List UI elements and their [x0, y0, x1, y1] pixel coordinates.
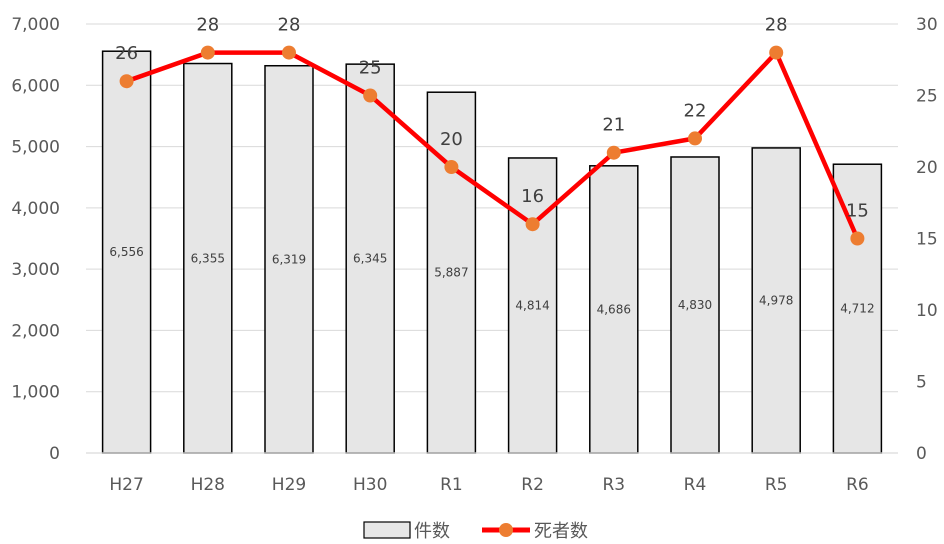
legend-line-label: 死者数 [534, 521, 588, 542]
x-axis: H27 H28 H29 H30 R1 R2 R3 R4 R5 R6 [109, 475, 868, 495]
line-marker [444, 160, 459, 174]
bar [589, 165, 639, 454]
left-tick-label: 6,000 [11, 76, 60, 96]
bar-value-label: 4,814 [515, 298, 549, 312]
x-tick-label: R2 [521, 475, 544, 495]
line-value-label: 28 [196, 15, 219, 36]
right-tick-label: 5 [916, 373, 927, 393]
left-tick-label: 1,000 [11, 383, 60, 403]
right-tick-label: 10 [916, 301, 938, 321]
line-series: 26 28 28 25 20 16 21 22 28 15 [115, 15, 869, 246]
legend: 件数 死者数 [363, 521, 588, 542]
right-tick-label: 15 [916, 230, 938, 250]
line-marker [282, 45, 296, 60]
left-tick-label: 5,000 [11, 138, 60, 158]
line-value-label: 15 [846, 201, 869, 222]
left-tick-label: 2,000 [11, 321, 60, 341]
line-marker [525, 217, 540, 232]
bar [670, 156, 720, 454]
legend-line-marker [499, 523, 513, 537]
bar-value-label: 6,319 [272, 252, 306, 266]
line-marker [769, 45, 784, 60]
bar [345, 63, 395, 454]
x-tick-label: H27 [109, 475, 143, 495]
line-marker [606, 145, 621, 160]
x-tick-label: H30 [353, 475, 387, 495]
line-value-label: 21 [602, 115, 625, 136]
bar-value-label: 6,355 [191, 251, 225, 265]
bar [183, 62, 233, 454]
x-tick-label: R3 [602, 475, 625, 495]
right-tick-label: 30 [916, 15, 938, 35]
bar-series: 6,556 6,355 6,319 6,345 5,887 4,814 4,686 4,830… [101, 50, 883, 454]
left-tick-label: 3,000 [11, 260, 60, 280]
line-marker [850, 231, 865, 246]
line-value-label: 26 [115, 43, 138, 64]
right-tick-label: 20 [916, 158, 938, 178]
x-tick-label: R6 [846, 475, 869, 495]
x-tick-label: H29 [272, 475, 306, 495]
left-tick-label: 4,000 [11, 199, 60, 219]
x-tick-label: R5 [765, 475, 788, 495]
line-value-label: 25 [359, 58, 382, 79]
bar-value-label: 4,978 [759, 293, 793, 307]
bar [264, 64, 314, 454]
bar-value-label: 4,712 [840, 302, 874, 316]
right-tick-label: 0 [916, 444, 927, 464]
legend-bar-label: 件数 [414, 521, 450, 542]
x-tick-label: R4 [684, 475, 707, 495]
left-tick-label: 0 [49, 444, 60, 464]
line-marker [688, 131, 702, 146]
legend-bar-swatch [363, 521, 411, 539]
line-value-label: 22 [684, 100, 707, 121]
right-tick-label: 25 [916, 87, 938, 107]
right-y-axis: 0 5 10 15 20 25 30 [916, 15, 938, 464]
line-value-label: 28 [278, 15, 301, 36]
bar-value-label: 6,556 [109, 245, 143, 259]
line-marker [200, 45, 215, 60]
bar [832, 163, 883, 454]
x-tick-label: R1 [440, 475, 463, 495]
line-value-label: 16 [521, 186, 544, 207]
line-value-label: 28 [765, 15, 788, 36]
line-value-label: 20 [440, 129, 463, 150]
bar-value-label: 4,686 [597, 302, 631, 316]
line-path [125, 50, 860, 240]
left-y-axis: 0 1,000 2,000 3,000 4,000 5,000 6,000 7,000 [11, 15, 60, 464]
bar-value-label: 6,345 [353, 252, 387, 266]
bar-value-label: 4,830 [678, 298, 712, 312]
bar-value-label: 5,887 [434, 266, 468, 280]
line-marker [363, 88, 378, 103]
left-tick-label: 7,000 [11, 15, 60, 35]
line-marker [119, 74, 134, 89]
x-tick-label: H28 [191, 475, 225, 495]
